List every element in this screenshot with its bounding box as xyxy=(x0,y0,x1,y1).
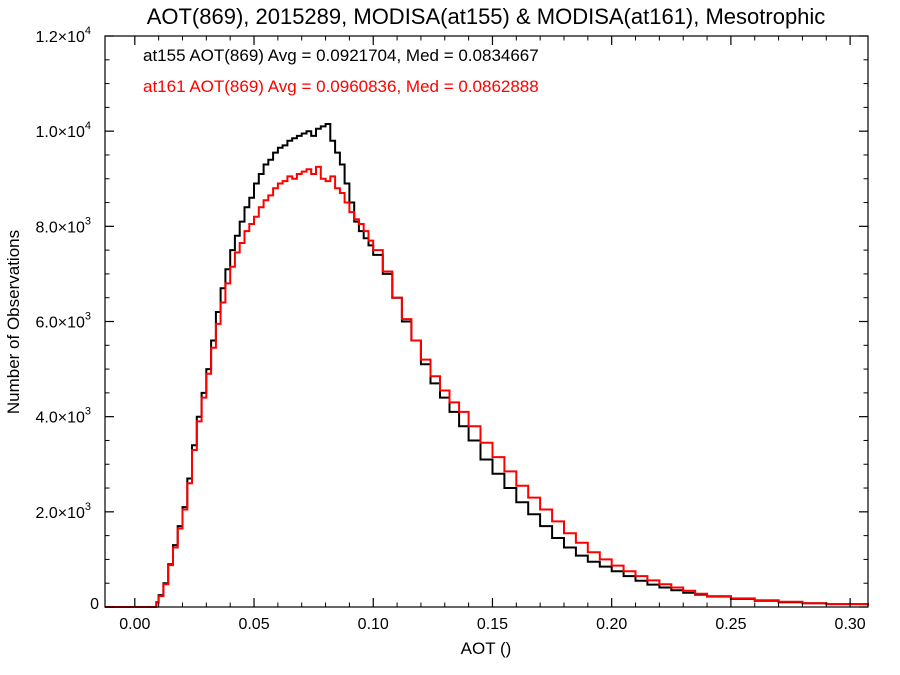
x-tick-label: 0.10 xyxy=(358,616,389,633)
y-axis-label: Number of Observations xyxy=(4,230,23,414)
series-line-at155 xyxy=(105,123,869,608)
y-tick-label: 2.0×103 xyxy=(35,501,91,522)
series-line-at161 xyxy=(105,165,869,608)
y-tick-label: 1.2×104 xyxy=(35,25,91,46)
y-tick-label: 0 xyxy=(90,596,99,613)
chart-title: AOT(869), 2015289, MODISA(at155) & MODIS… xyxy=(147,4,826,29)
legend-entry-at155: at155 AOT(869) Avg = 0.0921704, Med = 0.… xyxy=(143,46,539,65)
x-tick-label: 0.30 xyxy=(835,616,866,633)
y-tick-label: 4.0×103 xyxy=(35,406,91,427)
x-axis-label: AOT () xyxy=(461,639,512,658)
y-axis: 0 2.0×103 4.0×103 6.0×103 8.0×103 1.0×104 1.2×… xyxy=(35,25,868,613)
series-layer xyxy=(105,123,869,608)
x-axis: 0.00 0.05 0.10 0.15 0.20 0.25 0.30 xyxy=(119,36,866,633)
x-tick-label: 0.20 xyxy=(596,616,627,633)
y-tick-label: 8.0×103 xyxy=(35,215,91,236)
y-tick-label: 6.0×103 xyxy=(35,311,91,332)
legend-entry-at161: at161 AOT(869) Avg = 0.0960836, Med = 0.… xyxy=(143,77,539,96)
x-tick-label: 0.00 xyxy=(119,616,150,633)
x-tick-label: 0.25 xyxy=(715,616,746,633)
y-tick-label: 1.0×104 xyxy=(35,120,91,141)
x-tick-label: 0.05 xyxy=(238,616,269,633)
plot-frame xyxy=(104,35,869,608)
x-tick-label: 0.15 xyxy=(477,616,508,633)
